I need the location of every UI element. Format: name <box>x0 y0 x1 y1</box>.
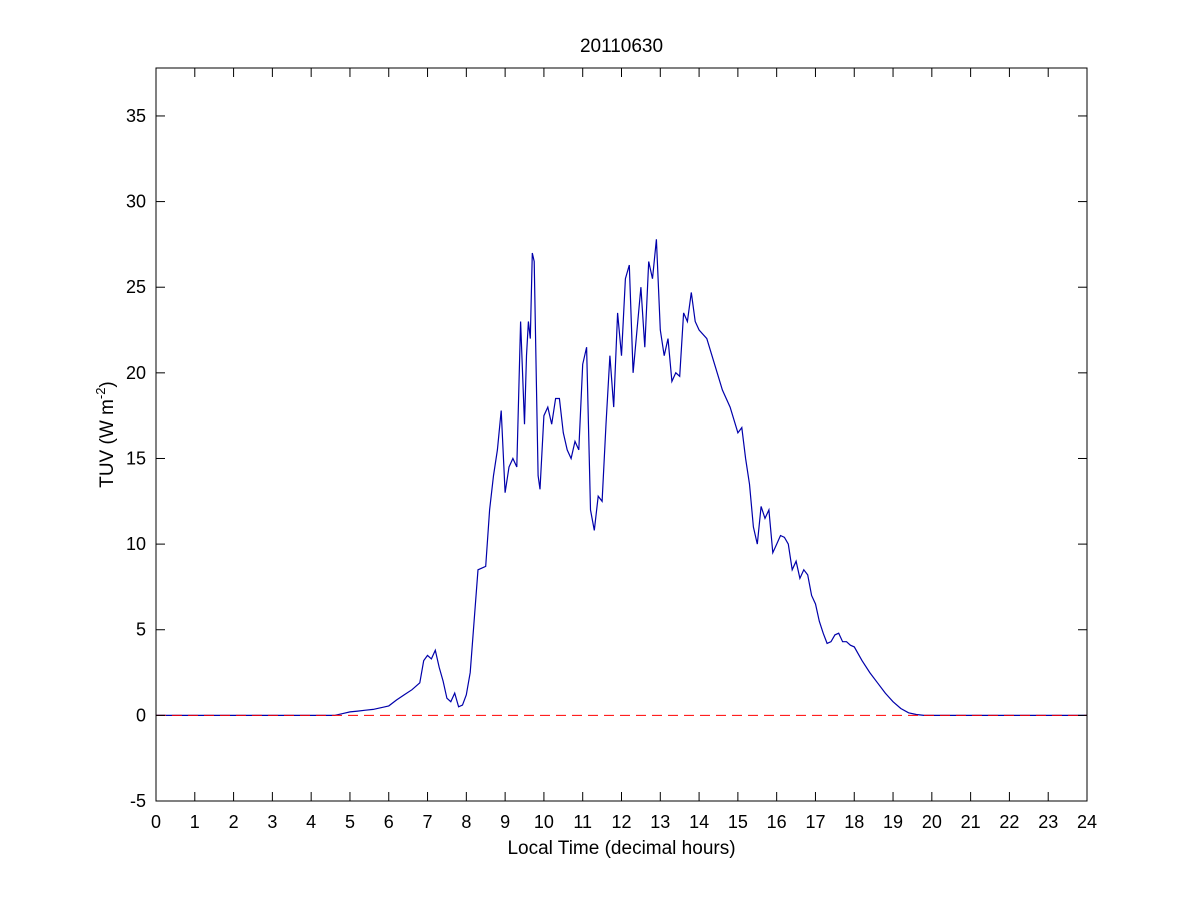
y-tick-label: 5 <box>136 620 146 640</box>
x-tick-label: 16 <box>767 812 787 832</box>
plot-layer <box>156 239 1087 717</box>
x-tick-label: 11 <box>573 812 592 832</box>
x-tick-label: 5 <box>345 812 355 832</box>
x-tick-label: 7 <box>423 812 433 832</box>
y-tick-label: -5 <box>130 791 146 811</box>
x-tick-label: 17 <box>805 812 825 832</box>
x-tick-label: 24 <box>1077 812 1097 832</box>
y-axis-label: TUV (W m-2) <box>93 381 118 488</box>
x-tick-label: 19 <box>883 812 903 832</box>
x-tick-label: 22 <box>999 812 1019 832</box>
x-tick-label: 21 <box>961 812 981 832</box>
y-tick-label: 20 <box>126 363 146 383</box>
x-tick-label: 9 <box>500 812 510 832</box>
x-axis-label: Local Time (decimal hours) <box>507 838 735 859</box>
x-tick-label: 12 <box>611 812 631 832</box>
y-tick-label: 10 <box>126 534 146 554</box>
x-tick-label: 14 <box>689 812 709 832</box>
x-tick-label: 13 <box>650 812 670 832</box>
chart-title: 20110630 <box>580 36 663 57</box>
x-tick-label: 15 <box>728 812 748 832</box>
x-tick-label: 10 <box>534 812 554 832</box>
y-tick-label: 35 <box>126 106 146 126</box>
x-tick-label: 20 <box>922 812 942 832</box>
x-tick-label: 23 <box>1038 812 1058 832</box>
x-tick-label: 18 <box>844 812 864 832</box>
y-tick-label: 0 <box>136 705 146 725</box>
x-tick-label: 6 <box>384 812 394 832</box>
y-axis-label-main: TUV (W m <box>97 399 118 488</box>
tuv-series-line <box>156 239 1087 717</box>
x-tick-label: 3 <box>267 812 277 832</box>
y-tick-label: 25 <box>126 277 146 297</box>
x-tick-label: 8 <box>461 812 471 832</box>
y-tick-label: 15 <box>126 448 146 468</box>
plot-area-frame <box>155 67 1088 802</box>
y-axis-label-close: ) <box>97 381 118 387</box>
x-tick-label: 2 <box>229 812 239 832</box>
y-axis-label-superscript: -2 <box>93 388 108 400</box>
tick-layer: 0 1 2 3 4 5 6 7 8 9 10 11 12 13 14 15 16 17 18 19 20 21 22 23 24… <box>126 68 1097 832</box>
x-tick-label: 0 <box>151 812 161 832</box>
x-tick-label: 4 <box>306 812 316 832</box>
y-tick-label: 30 <box>126 192 146 212</box>
x-tick-label: 1 <box>190 812 200 832</box>
